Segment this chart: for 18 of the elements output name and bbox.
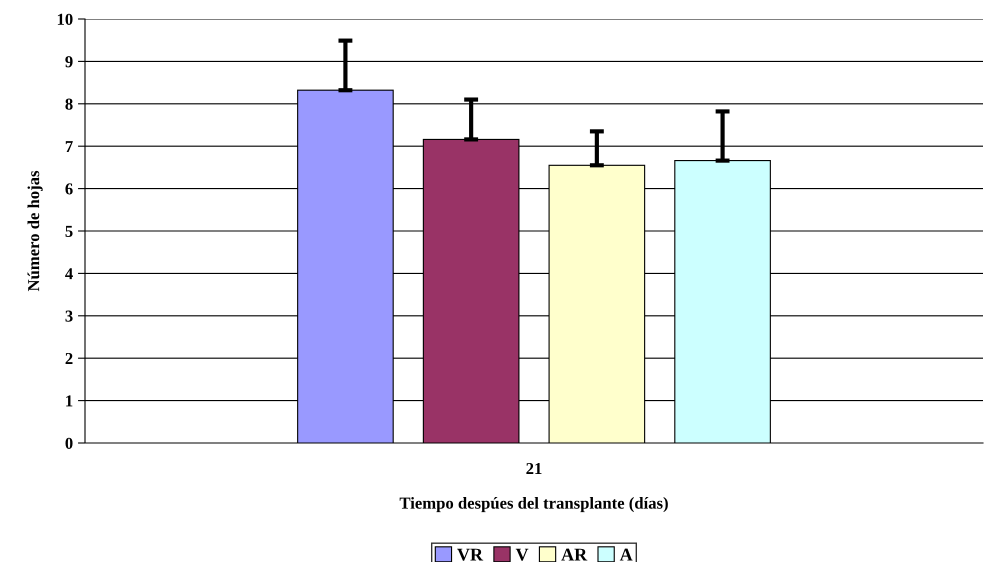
y-tick-label: 8 — [65, 98, 73, 110]
legend-label: A — [620, 548, 633, 561]
x-axis-title: Tiempo despúes del transplante (días) — [400, 497, 668, 512]
y-tick-label: 5 — [66, 226, 73, 237]
legend-label: VR — [457, 548, 484, 561]
y-tick-label: 3 — [65, 310, 73, 322]
y-tick-label: 9 — [65, 56, 73, 68]
y-tick-label: 6 — [65, 183, 73, 195]
y-tick-label: 1 — [66, 395, 72, 406]
legend-label: V — [516, 548, 528, 561]
y-tick-label: 4 — [65, 268, 73, 280]
y-tick-label: 0 — [65, 438, 73, 449]
legend-label: AR — [561, 548, 588, 561]
y-axis-title: Número de hojas — [28, 170, 43, 292]
y-tick-label: 10 — [58, 14, 73, 25]
y-tick-label: 7 — [66, 141, 73, 152]
x-tick-label: 21 — [526, 462, 542, 474]
y-tick-label: 2 — [66, 352, 72, 364]
